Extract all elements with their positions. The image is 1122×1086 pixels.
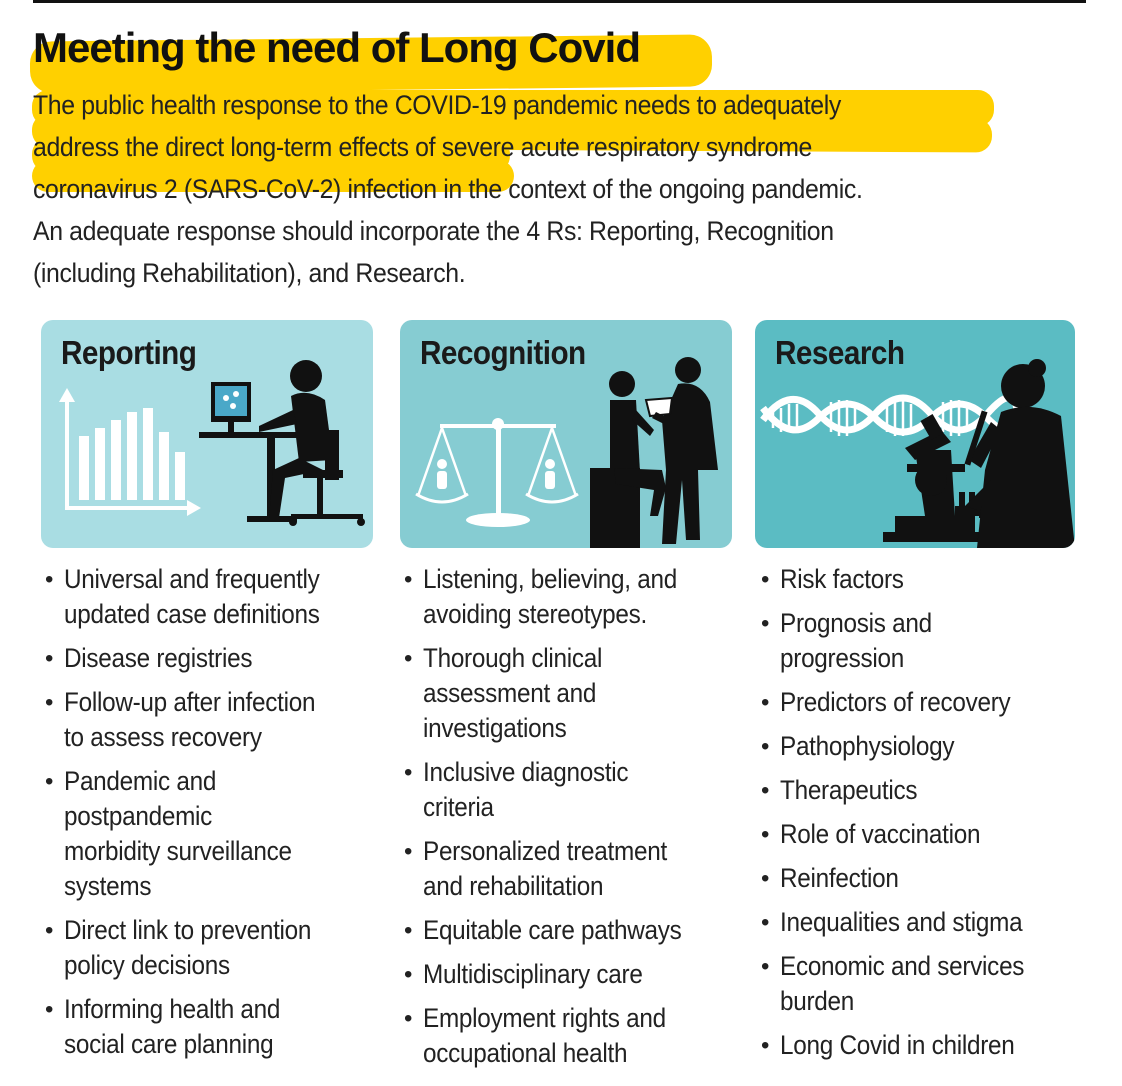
reporting-list: Universal and frequently updated case de… [41, 562, 381, 1071]
list-item-text: Inequalities and stigma [780, 907, 1023, 937]
list-item-text: Inclusive diagnostic criteria [423, 757, 629, 822]
list-item-text: Predictors of recovery [780, 687, 1011, 717]
list-item: Employment rights and occupational healt… [400, 1001, 740, 1071]
list-item-text: Equitable care pathways [423, 915, 682, 945]
doctor-patient-icon [590, 357, 718, 548]
list-item-text: Pandemic and postpandemic morbidity surv… [64, 766, 292, 901]
list-item: Pathophysiology [757, 729, 1087, 764]
list-item-text: Universal and frequently updated case de… [64, 564, 320, 629]
research-list: Risk factors Prognosis and progression P… [757, 562, 1087, 1072]
top-rule [33, 0, 1086, 3]
list-item-text: Follow-up after infection to assess reco… [64, 687, 316, 752]
scientist-icon [964, 359, 1075, 548]
scales-icon [415, 418, 579, 527]
list-item: Inclusive diagnostic criteria [400, 755, 740, 825]
list-item: Thorough clinical assessment and investi… [400, 641, 740, 746]
list-item: Listening, believing, and avoiding stere… [400, 562, 740, 632]
bar-chart-icon [59, 388, 201, 516]
intro-line: The public health response to the COVID-… [33, 90, 841, 120]
list-item-text: Listening, believing, and avoiding stere… [423, 564, 677, 629]
list-item: Disease registries [41, 641, 381, 676]
recognition-title: Recognition [420, 334, 586, 371]
list-item-text: Prognosis and progression [780, 608, 932, 673]
research-title: Research [775, 334, 905, 371]
recognition-list: Listening, believing, and avoiding stere… [400, 562, 740, 1080]
list-item-text: Pathophysiology [780, 731, 955, 761]
page-title: Meeting the need of Long Covid [33, 24, 641, 71]
reporting-panel: Reporting [41, 320, 373, 548]
list-item-text: Multidisciplinary care [423, 959, 643, 989]
list-item-text: Long Covid in children [780, 1030, 1015, 1060]
microscope-icon [883, 413, 983, 542]
research-panel: Research [755, 320, 1075, 548]
reporting-title: Reporting [61, 334, 197, 371]
list-item: Pandemic and postpandemic morbidity surv… [41, 764, 381, 904]
recognition-panel: Recognition [400, 320, 732, 548]
list-item-text: Personalized treatment and rehabilitatio… [423, 836, 667, 901]
list-item: Risk factors [757, 562, 1087, 597]
intro-highlight-4 [32, 160, 514, 192]
list-item-text: Reinfection [780, 863, 899, 893]
reporting-illustration [59, 360, 365, 526]
list-item-text: Therapeutics [780, 775, 918, 805]
list-item: Predictors of recovery [757, 685, 1087, 720]
list-item: Long Covid in children [757, 1028, 1087, 1063]
list-item-text: Direct link to prevention policy decisio… [64, 915, 312, 980]
list-item: Therapeutics [757, 773, 1087, 808]
intro-line: (including Rehabilitation), and Research… [33, 258, 466, 288]
list-item: Informing health and social care plannin… [41, 992, 381, 1062]
dna-icon [760, 394, 1021, 436]
list-item: Direct link to prevention policy decisio… [41, 913, 381, 983]
intro-line: An adequate response should incorporate … [33, 216, 834, 246]
list-item-text: Economic and services burden [780, 951, 1025, 1016]
intro-paragraph: The public health response to the COVID-… [33, 84, 1063, 294]
research-illustration [760, 359, 1075, 548]
list-item: Universal and frequently updated case de… [41, 562, 381, 632]
list-item: Role of vaccination [757, 817, 1087, 852]
list-item: Personalized treatment and rehabilitatio… [400, 834, 740, 904]
recognition-illustration [415, 357, 718, 548]
intro-line: address the direct long-term effects of … [33, 132, 812, 162]
list-item: Inequalities and stigma [757, 905, 1087, 940]
list-item: Reinfection [757, 861, 1087, 896]
list-item: Follow-up after infection to assess reco… [41, 685, 381, 755]
list-item: Equitable care pathways [400, 913, 740, 948]
list-item-text: Risk factors [780, 564, 904, 594]
list-item: Prognosis and progression [757, 606, 1087, 676]
list-item-text: Disease registries [64, 643, 253, 673]
list-item-text: Employment rights and occupational healt… [423, 1003, 666, 1068]
list-item-text: Role of vaccination [780, 819, 981, 849]
intro-line: coronavirus 2 (SARS-CoV-2) infection in … [33, 174, 863, 204]
list-item: Multidisciplinary care [400, 957, 740, 992]
list-item-text: Informing health and social care plannin… [64, 994, 281, 1059]
computer-worker-icon [199, 360, 365, 526]
list-item-text: Thorough clinical assessment and investi… [423, 643, 603, 743]
list-item: Economic and services burden [757, 949, 1087, 1019]
